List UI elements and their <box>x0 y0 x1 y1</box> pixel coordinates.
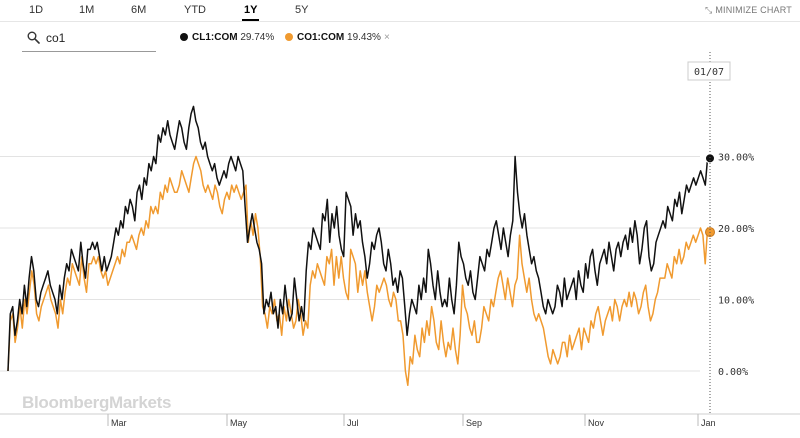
legend-change-co1: 19.43% <box>347 32 381 43</box>
collapse-arrows-icon: ⤡ <box>704 5 713 15</box>
x-tick-label: Mar <box>111 418 127 428</box>
y-tick-label: 20.00% <box>718 224 754 235</box>
search-row: CL1:COM 29.74% CO1:COM 19.43%× <box>0 22 800 52</box>
price-chart[interactable]: Mar May Jul Sep Nov Jan BloombergMarkets 0.00… <box>0 52 800 438</box>
range-tab-6m[interactable]: 6M <box>131 4 147 16</box>
bloomberg-watermark: BloombergMarkets <box>22 393 171 412</box>
x-axis: Mar May Jul Sep Nov Jan <box>0 413 800 428</box>
legend-dot-cl1 <box>180 33 188 41</box>
range-tab-1m[interactable]: 1M <box>79 4 95 16</box>
minimize-chart-button[interactable]: ⤡ MINIMIZE CHART <box>705 5 792 16</box>
y-tick-label: 0.00% <box>718 367 748 378</box>
x-tick-label: Sep <box>466 418 482 428</box>
date-label-box <box>687 61 731 81</box>
range-tab-ytd[interactable]: YTD <box>184 4 206 16</box>
remove-security-button[interactable]: × <box>383 32 390 43</box>
x-tick-label: Jul <box>347 418 359 428</box>
range-tab-1y[interactable]: 1Y <box>241 4 261 21</box>
search-icon <box>27 31 40 44</box>
legend-ticker-cl1: CL1:COM <box>192 32 238 43</box>
legend-change-cl1: 29.74% <box>240 32 275 43</box>
y-tick-label: 30.00% <box>718 153 754 164</box>
search-input[interactable] <box>46 29 151 47</box>
series-layer <box>7 105 715 387</box>
date-cursor: 01/07 <box>687 52 731 414</box>
range-tab-5y[interactable]: 5Y <box>295 4 309 16</box>
series-line-co1 <box>7 155 711 387</box>
x-tick-label: Nov <box>588 418 605 428</box>
legend-ticker-co1: CO1:COM <box>297 32 345 43</box>
series-end-point-cl1 <box>705 153 715 164</box>
legend-item-cl1: CL1:COM 29.74% <box>180 32 274 43</box>
x-tick-label: Jan <box>701 418 716 428</box>
range-tab-1d[interactable]: 1D <box>29 4 44 16</box>
x-tick-label: May <box>230 418 248 428</box>
current-date-label: 01/07 <box>694 67 724 78</box>
y-tick-label: 10.00% <box>718 296 754 307</box>
minimize-chart-label: MINIMIZE CHART <box>715 5 792 15</box>
legend-item-co1: CO1:COM 19.43% × <box>285 32 390 43</box>
series-line-cl1 <box>7 105 711 372</box>
time-range-bar: 1D 1M 6M YTD 1Y 5Y ⤡ MINIMIZE CHART <box>0 0 800 22</box>
y-axis-labels: 0.00% 10.00% 20.00% 30.00% <box>718 153 754 379</box>
legend-dot-co1 <box>285 33 293 41</box>
security-search-box[interactable] <box>22 25 156 52</box>
